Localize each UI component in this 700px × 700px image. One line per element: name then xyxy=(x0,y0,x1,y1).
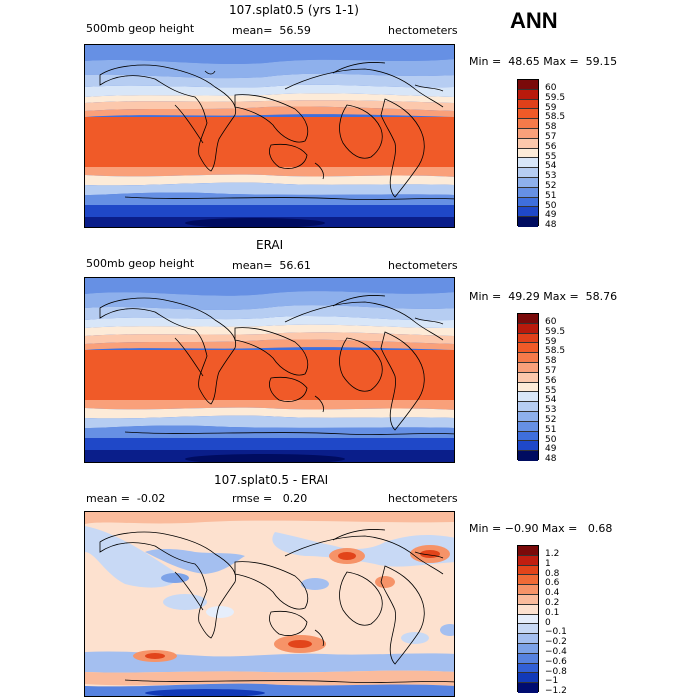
season-label: ANN xyxy=(510,8,558,33)
panel1-map xyxy=(84,44,455,228)
panel3-colorbar xyxy=(517,545,539,693)
cbar-label: 49 xyxy=(545,444,557,455)
cbar-label: 51 xyxy=(545,424,557,435)
cbar-label: 0 xyxy=(545,617,551,628)
cbar-label: 50 xyxy=(545,434,557,445)
panel2-units: hectometers xyxy=(388,259,458,272)
cbar-label: 58 xyxy=(545,122,557,133)
panel2-minmax: Min = 49.29 Max = 58.76 xyxy=(469,290,618,303)
cbar-label: 54 xyxy=(545,161,557,172)
cbar-label: 60 xyxy=(545,317,557,327)
cbar-label: 58.5 xyxy=(545,346,566,357)
cbar-label: 59.5 xyxy=(545,92,566,103)
panel1-title: 107.splat0.5 (yrs 1-1) xyxy=(229,3,359,17)
cbar-label: 54 xyxy=(545,395,557,406)
cbar-label: 59 xyxy=(545,336,557,347)
panel3-units: hectometers xyxy=(388,492,458,505)
cbar-label: 50 xyxy=(545,200,557,211)
cbar-label: −0.8 xyxy=(545,666,567,677)
cbar-label: 57 xyxy=(545,366,557,376)
cbar-label: 0.6 xyxy=(545,578,560,589)
cbar-label: 1 xyxy=(545,558,551,569)
cbar-label: 58.5 xyxy=(545,112,566,123)
cbar-label: −0.6 xyxy=(545,656,567,667)
cbar-label: 59 xyxy=(545,102,557,113)
cbar-label: 58 xyxy=(545,356,557,367)
panel1-units: hectometers xyxy=(388,24,458,37)
cbar-label: 60 xyxy=(545,83,557,93)
panel3-minmax: Min = −0.90 Max = 0.68 xyxy=(469,522,613,535)
cbar-label: 56 xyxy=(545,141,557,152)
panel2-title: ERAI xyxy=(256,238,284,252)
cbar-label: −0.4 xyxy=(545,647,567,657)
panel2-variable: 500mb geop height xyxy=(86,257,195,270)
cbar-label: 59.5 xyxy=(545,326,566,337)
cbar-label: 53 xyxy=(545,171,557,182)
panel2-colorbar xyxy=(517,313,539,461)
panel1-mean: mean= 56.59 xyxy=(232,24,311,37)
cbar-label: 55 xyxy=(545,151,557,162)
panel3-title: 107.splat0.5 - ERAI xyxy=(214,473,329,487)
panel3-map xyxy=(84,511,455,697)
cbar-label: 1.2 xyxy=(545,549,560,559)
panel2-map xyxy=(84,277,455,463)
cbar-label: −0.2 xyxy=(545,637,567,648)
cbar-label: 49 xyxy=(545,210,557,221)
panel1-minmax: Min = 48.65 Max = 59.15 xyxy=(469,55,618,68)
panel3-mean: mean = -0.02 xyxy=(86,492,166,505)
cbar-label: 57 xyxy=(545,132,557,142)
cbar-label: −0.1 xyxy=(545,627,567,638)
cbar-label: 0.2 xyxy=(545,598,560,608)
cbar-label: 56 xyxy=(545,375,557,386)
cbar-label: 0.1 xyxy=(545,607,560,618)
cbar-label: 0.8 xyxy=(545,568,560,579)
cbar-label: 53 xyxy=(545,405,557,416)
panel2-mean: mean= 56.61 xyxy=(232,259,311,272)
cbar-label: −1 xyxy=(545,676,559,687)
panel3-rmse: rmse = 0.20 xyxy=(232,492,308,505)
cbar-label: 51 xyxy=(545,190,557,201)
cbar-label: 0.4 xyxy=(545,588,560,599)
panel1-variable: 500mb geop height xyxy=(86,22,195,35)
cbar-label: 48 xyxy=(545,220,557,231)
cbar-label: 52 xyxy=(545,181,557,191)
cbar-label: 55 xyxy=(545,385,557,396)
cbar-label: 48 xyxy=(545,454,557,465)
cbar-label: −1.2 xyxy=(545,686,567,697)
cbar-label: 52 xyxy=(545,415,557,425)
panel1-colorbar xyxy=(517,79,539,227)
